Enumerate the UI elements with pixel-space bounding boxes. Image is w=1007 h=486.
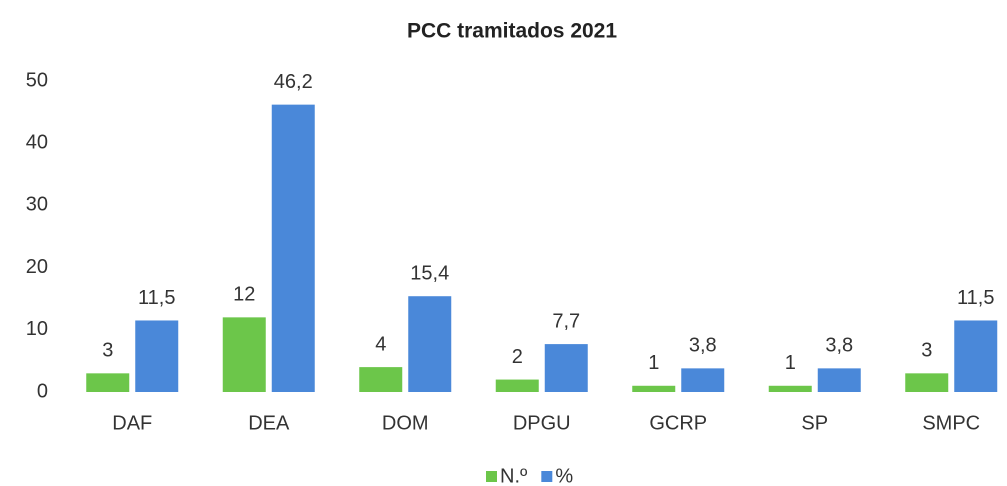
bar: [768, 385, 812, 392]
bar: [271, 104, 315, 393]
bar: [681, 368, 725, 392]
x-tick-label: SP: [801, 412, 828, 434]
y-tick-label: 10: [26, 318, 48, 340]
y-tick-label: 20: [26, 256, 48, 278]
x-tick-label: DPGU: [513, 412, 571, 434]
legend-label: %: [555, 465, 573, 486]
bar: [954, 320, 998, 392]
value-label: 11,5: [957, 287, 994, 309]
value-label: 2: [512, 346, 523, 368]
value-label: 1: [648, 352, 659, 374]
y-tick-label: 40: [26, 131, 48, 153]
bar: [905, 373, 949, 392]
value-label: 11,5: [138, 287, 175, 309]
bar: [222, 317, 266, 392]
x-tick-label: DOM: [382, 412, 429, 434]
value-label: 3: [102, 340, 113, 362]
x-tick-label: GCRP: [649, 412, 707, 434]
legend-label: N.º: [500, 465, 528, 486]
value-label: 15,4: [410, 262, 449, 284]
value-label: 3: [921, 340, 932, 362]
bar: [86, 373, 130, 392]
x-tick-label: DAF: [112, 412, 152, 434]
value-label: 4: [375, 333, 386, 355]
bar: [495, 379, 539, 392]
bar: [544, 344, 588, 392]
x-tick-label: DEA: [248, 412, 290, 434]
bar: [359, 367, 403, 392]
bar: [408, 296, 452, 392]
value-label: 7,7: [552, 310, 580, 332]
value-label: 46,2: [274, 71, 313, 93]
x-tick-label: SMPC: [922, 412, 980, 434]
value-label: 12: [233, 284, 255, 306]
value-label: 3,8: [689, 335, 717, 357]
chart-title: PCC tramitados 2021: [407, 20, 617, 43]
legend-swatch: [541, 471, 553, 482]
value-label: 3,8: [825, 335, 853, 357]
bar: [632, 385, 676, 392]
legend-swatch: [486, 471, 497, 482]
y-tick-label: 30: [26, 194, 48, 216]
y-tick-label: 0: [37, 380, 48, 402]
value-label: 1: [785, 352, 796, 374]
bar: [135, 320, 179, 392]
y-tick-label: 50: [26, 69, 48, 91]
bar: [817, 368, 861, 392]
